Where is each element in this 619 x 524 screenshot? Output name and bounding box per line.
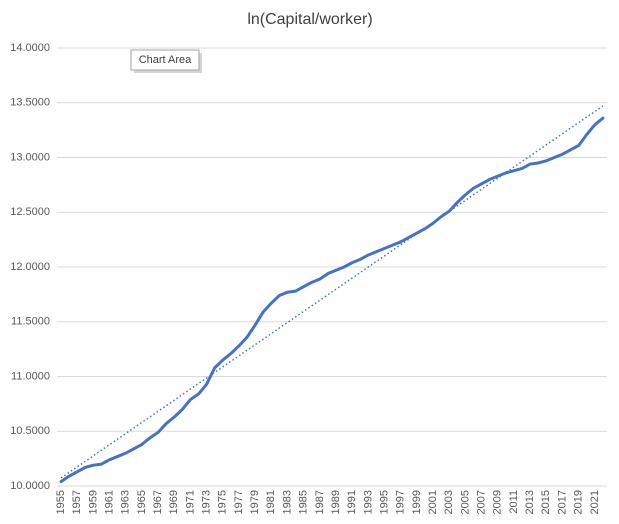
x-tick-label: 2011 bbox=[508, 490, 520, 514]
y-tick-label: 14.0000 bbox=[10, 42, 50, 54]
x-tick-label: 2009 bbox=[492, 490, 504, 514]
x-tick-label: 1975 bbox=[217, 490, 229, 514]
x-tick-label: 2017 bbox=[556, 490, 568, 514]
x-tick-label: 1965 bbox=[136, 490, 148, 514]
data-line bbox=[59, 116, 605, 484]
x-tick-label: 1979 bbox=[249, 490, 261, 514]
x-tick-label: 1995 bbox=[378, 490, 390, 514]
x-tick-label: 1967 bbox=[152, 490, 164, 514]
y-tick-label: 12.0000 bbox=[10, 261, 50, 273]
x-tick-label: 1985 bbox=[298, 490, 310, 514]
x-tick-label: 1963 bbox=[120, 490, 132, 514]
y-tick-label: 10.0000 bbox=[10, 480, 50, 492]
trendline bbox=[60, 105, 604, 479]
y-tick-label: 10.5000 bbox=[10, 425, 50, 437]
x-tick-label: 1977 bbox=[233, 490, 245, 514]
x-tick-label: 1987 bbox=[314, 490, 326, 514]
x-tick-label: 2001 bbox=[427, 490, 439, 514]
x-tick-label: 1959 bbox=[87, 490, 99, 514]
x-tick-label: 2019 bbox=[573, 490, 585, 514]
x-tick-label: 1969 bbox=[168, 490, 180, 514]
y-tick-label: 11.0000 bbox=[11, 370, 50, 382]
tooltip: Chart Area bbox=[130, 49, 202, 73]
y-tick-label: 13.0000 bbox=[10, 151, 50, 163]
x-tick-label: 1999 bbox=[411, 490, 423, 514]
x-tick-label: 1997 bbox=[395, 490, 407, 514]
x-tick-label: 1961 bbox=[103, 490, 115, 514]
x-tick-label: 2003 bbox=[443, 490, 455, 514]
y-tick-label: 11.5000 bbox=[11, 316, 50, 328]
x-tick-label: 2015 bbox=[540, 490, 552, 514]
x-tick-label: 1993 bbox=[362, 490, 374, 514]
x-tick-label: 1989 bbox=[330, 490, 342, 514]
x-tick-label: 1983 bbox=[281, 490, 293, 514]
x-tick-label: 1957 bbox=[71, 490, 83, 514]
tooltip-box bbox=[130, 49, 200, 71]
x-tick-label: 2005 bbox=[459, 490, 471, 514]
y-tick-label: 12.5000 bbox=[10, 206, 50, 218]
x-tick-label: 2007 bbox=[476, 490, 488, 514]
x-tick-label: 1981 bbox=[265, 490, 277, 514]
x-tick-label: 1991 bbox=[346, 490, 358, 514]
x-tick-label: 1971 bbox=[184, 490, 196, 514]
x-tick-label: 1955 bbox=[55, 490, 67, 514]
tooltip-text: Chart Area bbox=[139, 54, 192, 66]
chart-title: ln(Capital/worker) bbox=[247, 11, 372, 28]
x-tick-label: 1973 bbox=[201, 490, 213, 514]
x-tick-label: 2013 bbox=[524, 490, 536, 514]
y-tick-label: 13.5000 bbox=[10, 97, 50, 109]
x-tick-label: 2021 bbox=[589, 490, 601, 514]
